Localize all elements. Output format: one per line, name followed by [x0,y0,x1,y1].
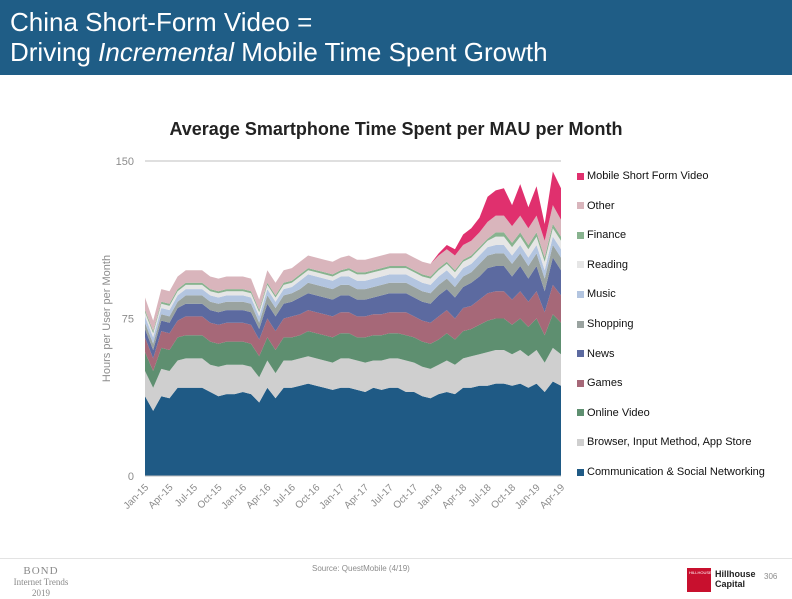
legend-item: Shopping [577,316,634,332]
legend-label: Mobile Short Form Video [587,170,709,182]
x-tick-label: Jan-17 [317,482,347,512]
y-axis-title: Hours per User per Month [101,255,113,382]
y-tick-label: 0 [128,471,134,483]
bond-name: BOND [23,565,59,577]
source-note: Source: QuestMobile (4/19) [312,564,410,573]
y-tick-label: 75 [122,314,134,326]
hillhouse-logo-mark: HILLHOUSE [687,568,712,592]
legend-label: Other [587,199,615,212]
legend-swatch [577,320,584,328]
title-banner: China Short-Form Video = Driving Increme… [0,0,792,75]
x-tick-label: Apr-18 [440,482,469,511]
legend-swatch [577,438,584,446]
legend-item: Reading [577,257,628,273]
legend-item: Other [577,198,615,214]
x-tick-label: Apr-17 [342,482,371,511]
y-tick-label: 150 [116,156,134,168]
legend-item: Finance [577,227,626,243]
legend-swatch [577,202,584,210]
area-series-0 [145,381,561,476]
legend-swatch [577,409,584,417]
legend-swatch [577,468,584,476]
area-series-9 [145,205,561,332]
chart-title: Average Smartphone Time Spent per MAU pe… [169,119,623,139]
page-number: 306 [764,572,778,581]
x-tick-label: Oct-16 [293,482,322,511]
area-series-5 [145,245,561,350]
footer-divider [0,558,792,559]
legend-label: Games [587,377,623,390]
legend-item: Browser, Input Method, App Store [577,434,751,450]
title-line-2-suffix: Mobile Time Spent Growth [233,37,548,67]
hillhouse-logo-mark-text: HILLHOUSE [689,570,712,575]
legend-label: Finance [587,229,627,242]
legend-label: Browser, Input Method, App Store [587,436,752,449]
area-series-6 [145,236,561,344]
legend-item: News [577,346,615,362]
area-series-7 [145,228,561,338]
area-series-10 [145,171,561,321]
legend-item: Mobile Short Form Video [577,168,708,184]
x-tick-label: Apr-19 [538,482,567,511]
legend-label: Online Video [587,406,650,419]
title-emphasis: Incremental [98,37,234,67]
legend-swatch [577,290,584,298]
area-series-4 [145,257,561,359]
x-tick-label: Apr-16 [244,482,273,511]
legend-item: Music [577,286,616,302]
x-tick-label: Jan-19 [513,482,543,512]
legend-label: Reading [587,258,628,271]
bond-logo: BOND Internet Trends 2019 [10,565,72,599]
legend-label: Music [587,288,616,301]
legend-item: Online Video [577,405,650,421]
title-line-2-prefix: Driving [10,37,99,67]
legend-item: Communication & Social Networking [577,464,765,480]
legend-item: Games [577,375,622,391]
x-tick-label: Jan-16 [220,482,250,512]
legend-swatch [577,231,584,239]
legend-swatch [577,379,584,387]
hillhouse-brand: Hillhouse [715,569,756,579]
slide-title-line-1: China Short-Form Video = [10,7,313,37]
legend-swatch [577,350,584,358]
x-tick-label: Oct-18 [489,482,518,511]
slide-title-line-2: Driving Incremental Mobile Time Spent Gr… [10,37,548,67]
legend-label: Shopping [587,318,634,330]
legend-label: Communication & Social Networking [587,466,765,478]
x-tick-label: Jan-18 [415,482,445,512]
x-tick-label: Jan-15 [122,482,152,512]
hillhouse-logo-text: Hillhouse Capital [715,569,756,589]
legend-label: News [587,347,615,360]
area-series-2 [145,314,561,388]
area-series-1 [145,347,561,411]
bond-year: 2019 [32,588,50,598]
hillhouse-sub: Capital [715,579,746,589]
x-tick-label: Oct-15 [196,482,225,511]
x-tick-label: Oct-17 [391,482,420,511]
area-series-3 [145,284,561,371]
area-series-8 [145,224,561,334]
bond-subtitle: Internet Trends [13,577,69,587]
legend-swatch [577,172,584,180]
legend-swatch [577,261,584,269]
x-tick-label: Apr-15 [147,482,176,511]
